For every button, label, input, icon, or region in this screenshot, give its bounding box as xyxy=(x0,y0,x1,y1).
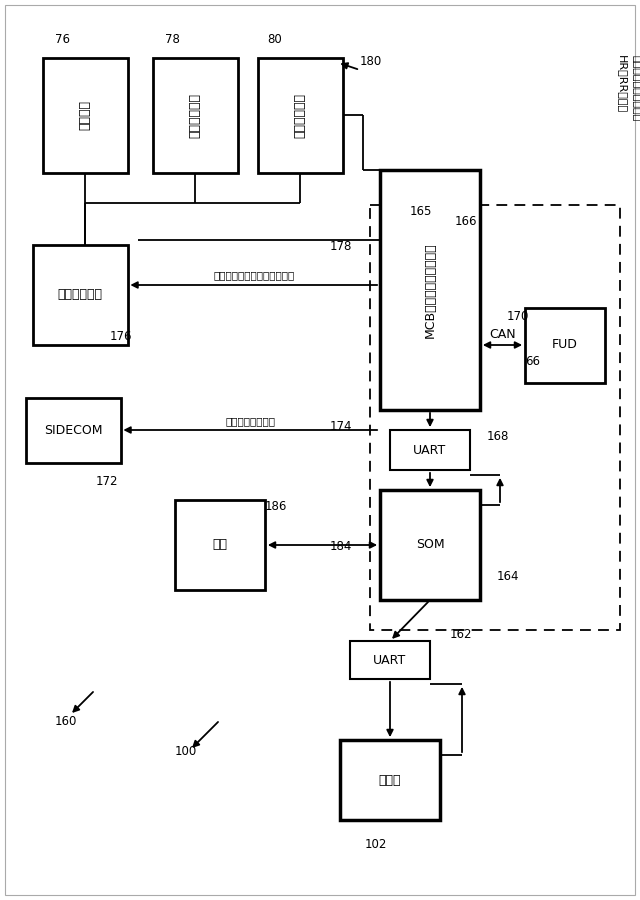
Text: 165: 165 xyxy=(410,205,433,218)
Bar xyxy=(42,58,127,173)
Text: 162: 162 xyxy=(450,628,472,641)
Text: 172: 172 xyxy=(96,475,118,488)
Bar xyxy=(380,170,480,410)
Bar xyxy=(370,205,620,630)
Text: 178: 178 xyxy=(330,240,353,253)
Bar xyxy=(257,58,342,173)
Bar xyxy=(340,740,440,820)
Text: アラームの閾値を設定: アラームの閾値を設定 xyxy=(631,55,640,122)
Text: サイドコムの通信: サイドコムの通信 xyxy=(225,416,275,426)
Text: インジケータ: インジケータ xyxy=(189,93,202,138)
Text: グリップ: グリップ xyxy=(79,100,92,130)
Bar xyxy=(390,430,470,470)
Text: 176: 176 xyxy=(110,330,132,343)
Text: 66: 66 xyxy=(525,355,540,368)
Text: FUD: FUD xyxy=(552,338,578,352)
Text: HR／RRを表示: HR／RRを表示 xyxy=(617,55,627,113)
Bar xyxy=(33,245,127,345)
Text: SIDECOM: SIDECOM xyxy=(44,424,102,436)
Text: CAN: CAN xyxy=(489,328,516,341)
Text: 186: 186 xyxy=(265,500,287,513)
Text: 78: 78 xyxy=(165,33,180,46)
Text: UART: UART xyxy=(413,444,447,456)
Bar xyxy=(350,641,430,679)
Text: 164: 164 xyxy=(497,570,520,583)
Text: UART: UART xyxy=(373,653,406,667)
Text: 外部アラーム: 外部アラーム xyxy=(58,289,102,302)
Bar xyxy=(175,500,265,590)
Text: 無線: 無線 xyxy=(212,538,227,552)
Text: センサ: センサ xyxy=(379,773,401,787)
Text: SOM: SOM xyxy=(416,538,444,552)
Text: 160: 160 xyxy=(55,715,77,728)
Text: MCB（マスター制御盤）: MCB（マスター制御盤） xyxy=(424,242,436,338)
Bar xyxy=(152,58,237,173)
Text: ローカルコントローラー通信: ローカルコントローラー通信 xyxy=(213,270,294,280)
Text: イルミネータ: イルミネータ xyxy=(294,93,307,138)
Text: 80: 80 xyxy=(267,33,282,46)
Text: 166: 166 xyxy=(455,215,477,228)
Text: 100: 100 xyxy=(175,745,197,758)
Text: 174: 174 xyxy=(330,420,353,433)
Text: 168: 168 xyxy=(487,430,509,443)
Bar xyxy=(380,490,480,600)
Text: 102: 102 xyxy=(365,838,387,851)
Bar xyxy=(26,398,120,463)
Bar xyxy=(525,308,605,382)
Text: 170: 170 xyxy=(507,310,529,323)
Text: 180: 180 xyxy=(360,55,382,68)
Text: 76: 76 xyxy=(55,33,70,46)
Text: 184: 184 xyxy=(330,540,353,553)
